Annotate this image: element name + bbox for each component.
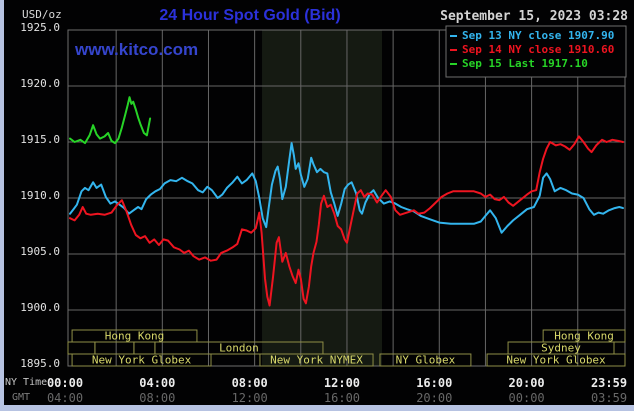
session-label: Hong Kong [554, 330, 614, 343]
session-box [94, 341, 135, 355]
session-box [133, 341, 156, 355]
datetime-label: September 15, 2023 03:28 [440, 9, 628, 24]
y-axis-tick: 1900.0 [20, 301, 60, 314]
x-axis-tick-gmt: 00:00 [508, 391, 545, 405]
x-axis-tick-ny: 23:59 [590, 376, 628, 390]
y-axis-tick: 1915.0 [20, 133, 60, 146]
chart-title: 24 Hour Spot Gold (Bid) [159, 7, 341, 24]
x-axis-tick-ny: 00:00 [46, 376, 84, 390]
y-axis-tick: 1925.0 [20, 21, 60, 34]
session-box [486, 353, 626, 367]
x-axis-tick-ny: 04:00 [139, 376, 176, 390]
x-axis-tick-gmt: 16:00 [323, 391, 361, 405]
session-label: New York Globex [506, 354, 606, 367]
session-box [71, 353, 212, 367]
gmt-caption: GMT [12, 392, 31, 403]
x-axis-tick-ny: 08:00 [231, 376, 268, 390]
legend-item-sep14: Sep 14 NY close 1910.60 [450, 43, 614, 57]
legend-item-sep13: Sep 13 NY close 1907.90 [450, 29, 614, 43]
ny-time-caption: NY Time [5, 377, 48, 388]
x-axis-tick-gmt: 12:00 [231, 391, 268, 405]
y-axis-tick: 1905.0 [20, 245, 60, 258]
legend-swatch-sep13-icon [450, 35, 457, 37]
session-label: NY Globex [396, 354, 456, 367]
session-box [154, 341, 324, 355]
session-box [259, 353, 374, 367]
session-box [67, 341, 96, 355]
x-axis-tick-gmt: 04:00 [46, 391, 84, 405]
legend-label-sep14: Sep 14 NY close 1910.60 [462, 43, 615, 56]
session-label: New York Globex [92, 354, 192, 367]
kitco-watermark: www.kitco.com [75, 40, 199, 59]
x-axis-tick-ny: 12:00 [323, 376, 361, 390]
legend: Sep 13 NY close 1907.90 Sep 14 NY close … [450, 29, 614, 71]
session-label: Hong Kong [105, 330, 165, 343]
y-axis-tick: 1910.0 [20, 189, 60, 202]
y-axis-tick: 1920.0 [20, 77, 60, 90]
price-line-sep-14 [69, 135, 624, 307]
session-label: Sydney [541, 342, 581, 355]
x-axis-tick-ny: 20:00 [508, 376, 545, 390]
legend-label-sep13: Sep 13 NY close 1907.90 [462, 29, 615, 42]
x-axis-tick-ny: 16:00 [416, 376, 453, 390]
x-axis-tick-gmt: 08:00 [139, 391, 176, 405]
legend-swatch-sep15-icon [450, 63, 457, 65]
session-box [379, 353, 472, 367]
legend-box [445, 25, 627, 78]
x-axis-tick-gmt: 20:00 [416, 391, 453, 405]
session-label: New York NYMEX [270, 354, 363, 367]
window-frame-left [0, 0, 4, 411]
x-axis-tick-gmt: 03:59 [590, 391, 628, 405]
y-axis-unit-label: USD/oz [22, 8, 62, 21]
price-line-sep-15 [69, 96, 152, 145]
y-axis-tick: 1895.0 [20, 357, 60, 370]
window-frame-bottom [0, 405, 634, 411]
legend-swatch-sep14-icon [450, 49, 457, 51]
legend-label-sep15: Sep 15 Last 1917.10 [462, 57, 588, 70]
price-line-sep-13 [69, 142, 624, 234]
session-label: London [219, 342, 259, 355]
legend-item-sep15: Sep 15 Last 1917.10 [450, 57, 614, 71]
